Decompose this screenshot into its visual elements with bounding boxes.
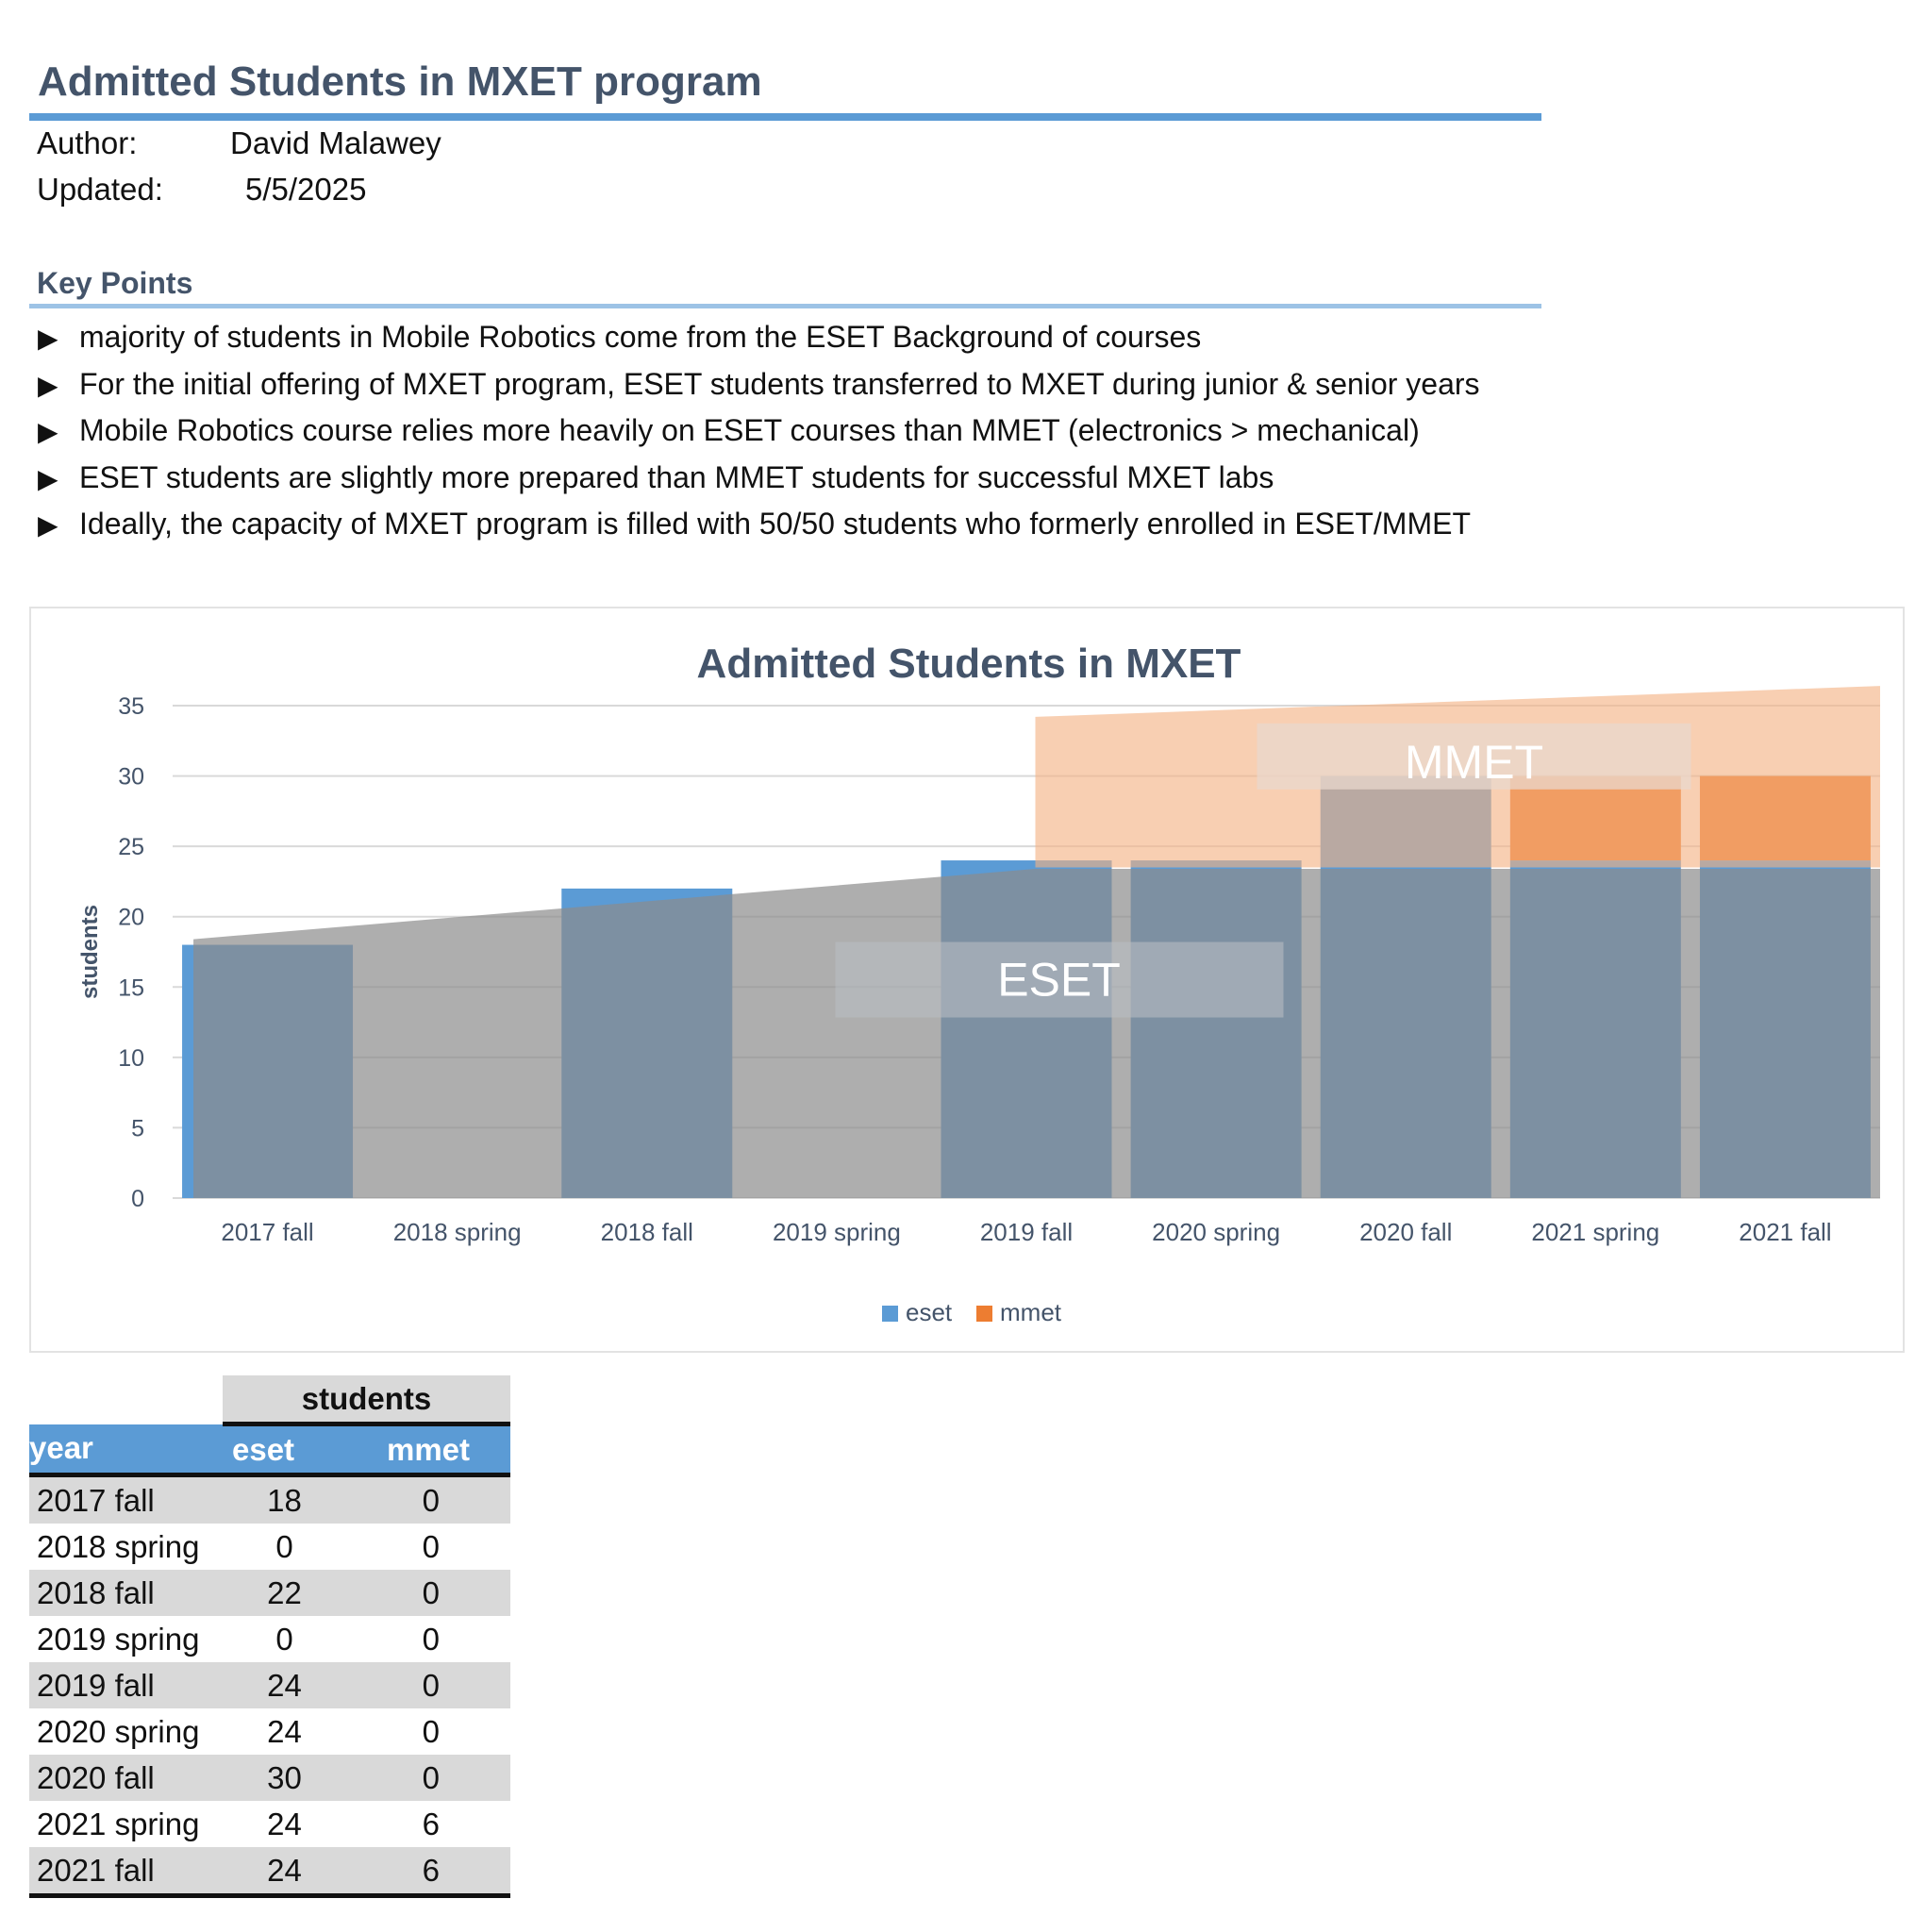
bullet-arrow-icon: ▶ <box>38 324 58 353</box>
mmet-cell: 0 <box>346 1662 510 1708</box>
eset-cell: 18 <box>223 1474 346 1524</box>
y-tick-label: 15 <box>118 974 144 1001</box>
column-header-mmet: mmet <box>346 1424 510 1477</box>
mmet-cell: 0 <box>346 1755 510 1801</box>
table-row: 2019 fall 24 0 <box>29 1662 510 1708</box>
y-tick-label: 0 <box>131 1186 144 1212</box>
eset-cell: 24 <box>223 1662 346 1708</box>
mmet-cell: 0 <box>346 1474 510 1524</box>
eset-cell: 24 <box>223 1847 346 1898</box>
updated-line: Updated: 5/5/2025 <box>37 172 366 208</box>
chart-container: Admitted Students in MXET students 0 5 10 15 2… <box>29 607 1905 1353</box>
chart-title: Admitted Students in MXET <box>697 641 1241 687</box>
x-tick-label: 2021 spring <box>1531 1218 1659 1246</box>
mmet-cell: 6 <box>422 1806 440 1841</box>
table-row: 2017 fall 18 0 <box>29 1474 510 1524</box>
table-body: 2017 fall 18 0 2018 spring 0 0 2018 fall 22 0 201… <box>29 1474 510 1898</box>
mmet-cell: 0 <box>422 1713 440 1749</box>
key-points-underline <box>29 304 1541 308</box>
table-blank-header <box>29 1375 223 1424</box>
table-row: 2021 spring 24 6 <box>29 1801 510 1847</box>
eset-overlay-area <box>193 869 1881 1198</box>
x-tick-label: 2019 fall <box>980 1218 1073 1246</box>
table-row: 2020 fall 30 0 <box>29 1755 510 1801</box>
mmet-cell: 0 <box>422 1528 440 1564</box>
eset-cell: 30 <box>223 1755 346 1801</box>
author-line: Author: David Malawey <box>37 125 441 161</box>
legend-swatch-eset <box>882 1306 898 1322</box>
students-table: students year eset mmet 2017 fall 18 0 2018… <box>29 1375 510 1898</box>
x-tick-label: 2017 fall <box>221 1218 313 1246</box>
updated-value: 5/5/2025 <box>245 172 367 207</box>
year-cell: 2021 spring <box>37 1806 200 1841</box>
bullet-arrow-icon: ▶ <box>38 417 58 446</box>
eset-cell: 24 <box>267 1806 302 1841</box>
key-point: ▶ Mobile Robotics course relies more heav… <box>38 408 1480 455</box>
eset-cell: 0 <box>275 1621 293 1657</box>
mmet-overlay-label: MMET <box>1405 736 1543 789</box>
key-points-list: ▶ majority of students in Mobile Robotics… <box>38 314 1480 548</box>
year-cell: 2018 fall <box>29 1570 223 1616</box>
table-row: 2020 spring 24 0 <box>29 1708 510 1755</box>
year-cell: 2020 fall <box>29 1755 223 1801</box>
year-cell: 2018 spring <box>37 1528 200 1564</box>
updated-label: Updated: <box>37 172 163 207</box>
x-tick-label: 2020 spring <box>1152 1218 1280 1246</box>
admitted-students-chart: Admitted Students in MXET students 0 5 10 15 2… <box>77 641 1881 1326</box>
table-group-header: students <box>223 1375 510 1426</box>
y-axis-label: students <box>77 905 103 999</box>
year-cell: 2019 fall <box>29 1662 223 1708</box>
x-tick-label: 2019 spring <box>773 1218 901 1246</box>
legend-label-mmet: mmet <box>1000 1298 1062 1326</box>
legend-swatch-mmet <box>976 1306 992 1322</box>
author-label: Author: <box>37 125 138 160</box>
table-row: 2018 spring 0 0 <box>29 1524 510 1570</box>
legend-label-eset: eset <box>906 1298 953 1326</box>
eset-cell: 22 <box>223 1570 346 1616</box>
table-row: 2019 spring 0 0 <box>29 1616 510 1662</box>
y-tick-label: 25 <box>118 834 144 860</box>
bullet-arrow-icon: ▶ <box>38 510 58 540</box>
key-point: ▶ majority of students in Mobile Robotics… <box>38 314 1480 361</box>
title-underline <box>29 113 1541 121</box>
eset-overlay-label: ESET <box>997 954 1121 1007</box>
column-header-year: year <box>29 1424 223 1477</box>
key-points-title: Key Points <box>37 266 193 300</box>
mmet-cell: 0 <box>422 1621 440 1657</box>
year-cell: 2020 spring <box>37 1713 200 1749</box>
table-row: 2021 fall 24 6 <box>29 1847 510 1898</box>
x-tick-label: 2020 fall <box>1359 1218 1452 1246</box>
mmet-cell: 0 <box>346 1570 510 1616</box>
y-tick-label: 5 <box>131 1115 144 1141</box>
bullet-arrow-icon: ▶ <box>38 370 58 400</box>
table-row: 2018 fall 22 0 <box>29 1570 510 1616</box>
year-cell: 2021 fall <box>29 1847 223 1898</box>
x-tick-label: 2021 fall <box>1739 1218 1831 1246</box>
y-tick-label: 35 <box>118 693 144 720</box>
eset-overlay-box <box>835 941 1284 1018</box>
x-tick-label: 2018 spring <box>393 1218 522 1246</box>
y-tick-label: 30 <box>118 764 144 791</box>
x-tick-label: 2018 fall <box>601 1218 693 1246</box>
y-tick-label: 20 <box>118 905 144 931</box>
year-cell: 2017 fall <box>29 1474 223 1524</box>
eset-cell: 0 <box>275 1528 293 1564</box>
eset-cell: 24 <box>267 1713 302 1749</box>
mmet-cell: 6 <box>346 1847 510 1898</box>
y-tick-label: 10 <box>118 1045 144 1072</box>
bullet-arrow-icon: ▶ <box>38 463 58 493</box>
page-title: Admitted Students in MXET program <box>38 58 762 105</box>
key-point: ▶ ESET students are slightly more prepare… <box>38 455 1480 502</box>
author-value: David Malawey <box>230 125 441 160</box>
mmet-overlay-box <box>1257 723 1691 790</box>
year-cell: 2019 spring <box>37 1621 200 1657</box>
key-point: ▶ Ideally, the capacity of MXET program i… <box>38 501 1480 548</box>
key-point: ▶ For the initial offering of MXET progra… <box>38 361 1480 408</box>
column-header-eset: eset <box>223 1424 346 1477</box>
